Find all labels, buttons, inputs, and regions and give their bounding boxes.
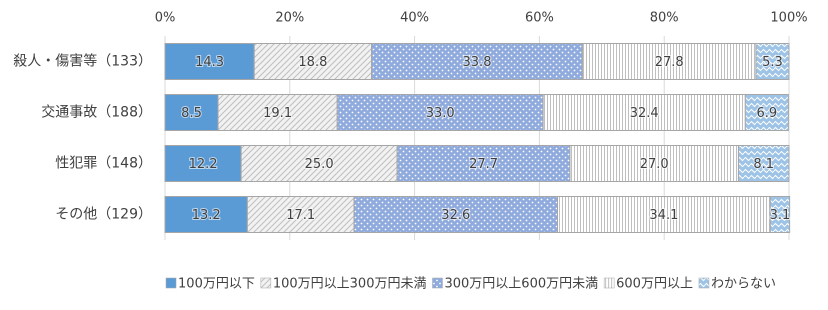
bar-segment <box>240 145 398 182</box>
bar-segment <box>164 43 255 80</box>
x-tick-label: 80% <box>650 11 679 26</box>
data-label: 27.0 <box>640 157 669 172</box>
legend-label: 300万円以上600万円未満 <box>444 277 598 292</box>
bar-segment <box>755 43 790 80</box>
y-tick-label: 交通事故（188） <box>41 104 152 121</box>
data-label: 8.5 <box>181 106 202 121</box>
data-label: 6.9 <box>757 106 778 121</box>
legend-label: 600万円以上 <box>616 277 693 292</box>
legend-item: わからない <box>698 277 776 292</box>
data-label: 32.6 <box>441 208 470 223</box>
legend-label: 100万円以下 <box>178 277 255 292</box>
bar-segment <box>769 196 791 233</box>
bar-segment <box>542 94 746 131</box>
legend-item: 600万円以上 <box>603 277 693 292</box>
x-tick-label: 20% <box>275 11 304 26</box>
bar-segment <box>164 94 219 131</box>
data-label: 12.2 <box>189 157 218 172</box>
legend-marker <box>432 277 443 289</box>
bar-segment <box>581 43 757 80</box>
bar-segment <box>353 196 558 233</box>
data-label: 33.8 <box>463 55 492 70</box>
x-tick-label: 60% <box>525 11 554 26</box>
data-label: 17.1 <box>286 208 315 223</box>
legend-marker <box>260 277 272 289</box>
bar-segment <box>569 145 739 182</box>
bar-segment <box>737 145 790 182</box>
data-label: 3.1 <box>770 208 791 223</box>
bar-segment <box>396 145 571 182</box>
legend-item: 300万円以上600万円未満 <box>432 277 598 292</box>
data-label: 14.3 <box>195 55 224 70</box>
legend-marker <box>165 277 177 289</box>
bar-segment <box>744 94 789 131</box>
x-tick-label: 0% <box>155 11 176 26</box>
data-label: 8.1 <box>753 157 774 172</box>
legend-label: わからない <box>711 277 776 292</box>
data-label: 13.2 <box>192 208 221 223</box>
x-tick-label: 100% <box>770 11 807 26</box>
data-label: 32.4 <box>630 106 659 121</box>
data-label: 5.3 <box>762 55 783 70</box>
data-label: 33.0 <box>426 106 455 121</box>
legend-item: 100万円以上300万円未満 <box>260 277 427 292</box>
data-label: 19.1 <box>263 106 292 121</box>
y-tick-label: その他（129） <box>55 207 152 223</box>
x-tick-label: 40% <box>400 11 429 26</box>
data-label: 18.8 <box>298 55 327 70</box>
legend-marker <box>603 277 615 289</box>
legend-marker <box>698 277 710 289</box>
y-tick-label: 性犯罪（148） <box>55 156 152 172</box>
data-label: 27.7 <box>469 157 498 172</box>
bar-segment <box>336 94 544 131</box>
data-label: 25.0 <box>305 157 334 172</box>
bar-segment <box>246 196 355 233</box>
bar-segment <box>217 94 338 131</box>
bar-segment <box>164 145 242 182</box>
legend-item: 100万円以下 <box>165 277 255 292</box>
data-label: 34.1 <box>649 208 678 223</box>
y-tick-label: 殺人・傷害等（133） <box>13 53 152 70</box>
data-label: 27.8 <box>655 55 684 70</box>
legend-label: 100万円以上300万円未満 <box>273 277 427 292</box>
